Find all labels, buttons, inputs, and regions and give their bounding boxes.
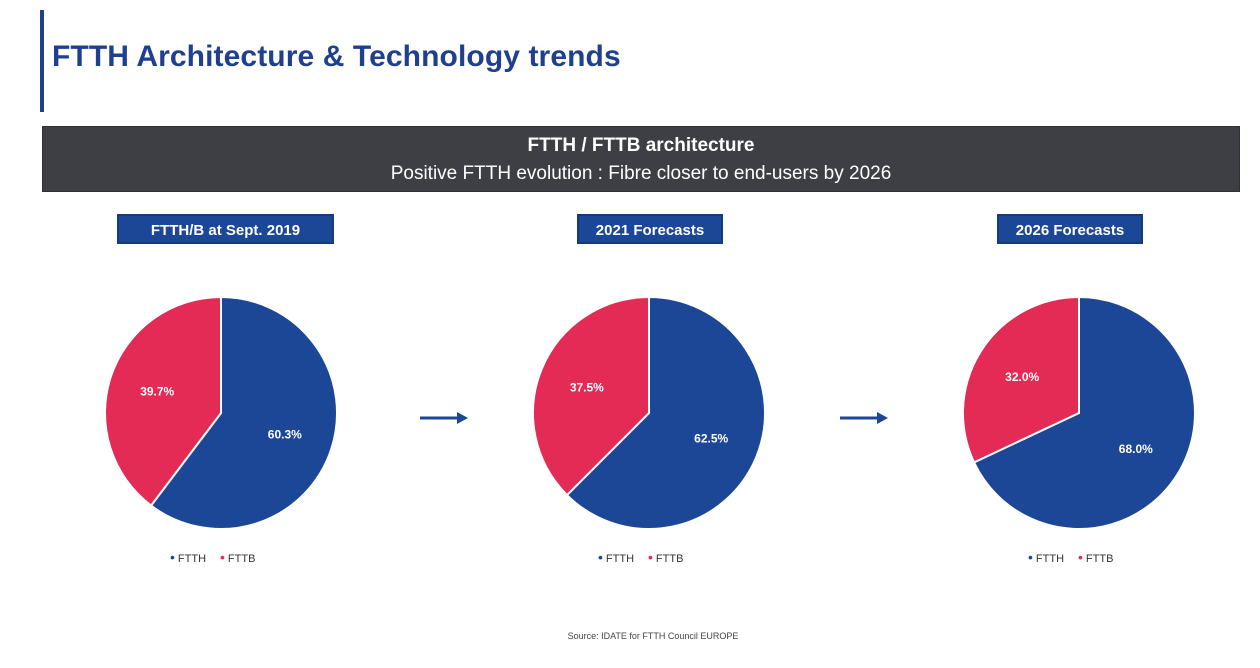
legend-item-ftth: • FTTH — [598, 549, 634, 565]
ftth-dot-icon: • — [598, 549, 603, 565]
pie-slice-fttb-2019 — [104, 295, 222, 507]
legend-label-fttb: FTTB — [655, 553, 684, 565]
arrow-right-icon-2 — [840, 412, 888, 424]
page-title: FTTH Architecture & Technology trends — [52, 40, 621, 73]
legend-2026: • FTTH • FTTB — [1028, 549, 1113, 565]
legend-2019: • FTTH • FTTB — [170, 549, 255, 565]
legend-2021: • FTTH • FTTB — [598, 549, 683, 565]
pie-slice-ftth-2021 — [565, 295, 766, 530]
chart-title-2019: FTTH/B at Sept. 2019 — [117, 214, 334, 244]
section-banner: FTTH / FTTB architecture Positive FTTH e… — [42, 126, 1240, 192]
ftth-dot-icon: • — [1028, 549, 1033, 565]
legend-label-ftth: FTTH — [177, 553, 207, 565]
legend-item-fttb: • FTTB — [220, 549, 255, 565]
legend-label-fttb: FTTB — [1085, 553, 1114, 565]
arrow-right-icon-1 — [420, 412, 468, 424]
legend-item-fttb: • FTTB — [1078, 549, 1113, 565]
legend-label-fttb: FTTB — [227, 553, 256, 565]
pie-slice-fttb-2021 — [532, 295, 650, 497]
legend-item-ftth: • FTTH — [1028, 549, 1064, 565]
fttb-dot-icon: • — [1078, 549, 1083, 565]
ftth-dot-icon: • — [170, 549, 175, 565]
chart-title-2021: 2021 Forecasts — [577, 214, 723, 244]
pie-slice-ftth-2019 — [149, 295, 338, 530]
source-note: Source: IDATE for FTTH Council EUROPE — [567, 631, 739, 641]
legend-item-fttb: • FTTB — [648, 549, 683, 565]
banner-subheading: Positive FTTH evolution : Fibre closer t… — [390, 163, 892, 184]
chart-title-2026: 2026 Forecasts — [997, 214, 1143, 244]
legend-label-ftth: FTTH — [605, 553, 635, 565]
fttb-dot-icon: • — [220, 549, 225, 565]
data-label-fttb-2021: 37.5% — [570, 380, 604, 394]
legend-label-ftth: FTTH — [1035, 553, 1065, 565]
fttb-dot-icon: • — [648, 549, 653, 565]
data-label-fttb-2026: 32.0% — [1005, 370, 1039, 384]
banner-heading: FTTH / FTTB architecture — [527, 135, 755, 156]
data-label-fttb-2019: 39.7% — [140, 385, 174, 399]
data-label-ftth-2026: 68.0% — [1119, 442, 1153, 456]
data-label-ftth-2019: 60.3% — [268, 427, 302, 441]
legend-item-ftth: • FTTH — [170, 549, 206, 565]
pie-slice-ftth-2026 — [972, 295, 1196, 530]
data-label-ftth-2021: 62.5% — [694, 432, 728, 446]
pie-slice-fttb-2026 — [962, 295, 1080, 464]
title-accent-bar — [40, 10, 44, 112]
